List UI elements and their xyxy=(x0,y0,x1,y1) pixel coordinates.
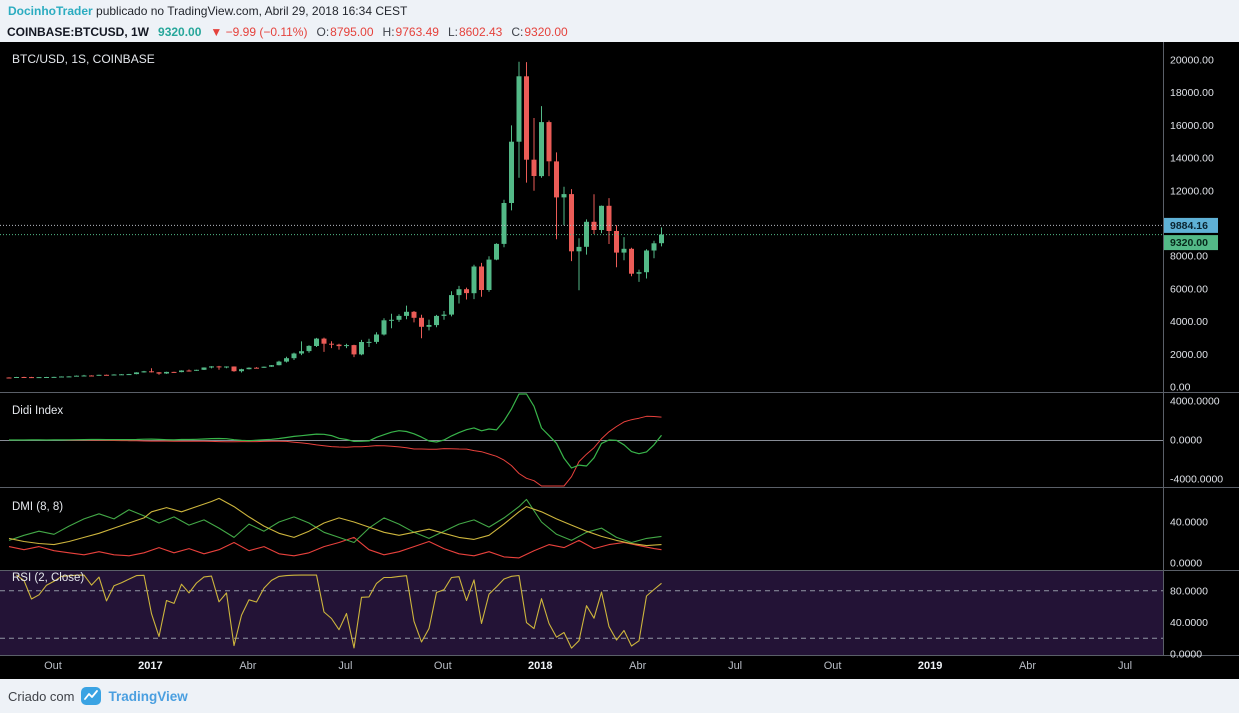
svg-text:40.0000: 40.0000 xyxy=(1170,517,1208,529)
chart-area[interactable]: 20000.00 18000.00 16000.00 14000.00 12000.00… xyxy=(0,42,1239,679)
svg-text:Out: Out xyxy=(434,660,452,672)
didi-green-line xyxy=(9,393,662,469)
didi-red-line xyxy=(9,415,662,487)
svg-text:0.0000: 0.0000 xyxy=(1170,558,1202,570)
open-value: O:8795.00 xyxy=(316,25,374,39)
svg-text:0.0000: 0.0000 xyxy=(1170,435,1202,447)
svg-text:0.00: 0.00 xyxy=(1170,382,1191,394)
attribution-text: publicado no TradingView.com, Abril 29, … xyxy=(92,4,408,18)
direction-arrow-icon: ▼ xyxy=(210,25,223,39)
low-value: L:8602.43 xyxy=(447,25,503,39)
svg-text:Jul: Jul xyxy=(1118,660,1132,672)
attribution-bar: DocinhoTrader publicado no TradingView.c… xyxy=(0,0,1239,22)
rsi-line xyxy=(16,574,662,649)
svg-text:2000.00: 2000.00 xyxy=(1170,349,1208,361)
tradingview-logo-icon[interactable] xyxy=(81,686,102,706)
pane-title-dmi: DMI (8, 8) xyxy=(12,501,64,513)
svg-text:2019: 2019 xyxy=(918,660,942,672)
svg-text:2017: 2017 xyxy=(138,660,162,672)
svg-text:Abr: Abr xyxy=(629,660,646,672)
svg-text:6000.00: 6000.00 xyxy=(1170,283,1208,295)
svg-text:0.0000: 0.0000 xyxy=(1170,649,1202,661)
chart-canvas[interactable]: 20000.00 18000.00 16000.00 14000.00 12000.00… xyxy=(0,42,1239,679)
high-value: H:9763.49 xyxy=(382,25,439,39)
svg-text:4000.00: 4000.00 xyxy=(1170,316,1208,328)
dmi-minus-di-line xyxy=(8,536,662,559)
price-axis-label xyxy=(1164,235,1218,251)
symbol-title[interactable]: COINBASE:BTCUSD, 1W xyxy=(7,25,150,39)
dmi-adx-line xyxy=(8,497,662,547)
svg-text:8000.00: 8000.00 xyxy=(1170,251,1208,263)
symbol-info-bar: COINBASE:BTCUSD, 1W 9320.00 ▼ −9.99 (−0.… xyxy=(0,22,1239,42)
candles xyxy=(6,61,664,379)
svg-text:Out: Out xyxy=(44,660,62,672)
created-with-text: Criado com xyxy=(8,688,75,704)
footer-bar: Criado com TradingView xyxy=(0,679,1239,713)
pane-title-price: BTC/USD, 1S, COINBASE xyxy=(12,52,155,66)
svg-text:4000.0000: 4000.0000 xyxy=(1170,396,1220,408)
svg-text:9320.00: 9320.00 xyxy=(1170,237,1208,249)
rsi-band-background xyxy=(0,571,1163,655)
svg-text:12000.00: 12000.00 xyxy=(1170,185,1214,197)
svg-text:9884.16: 9884.16 xyxy=(1170,220,1208,232)
pane-title-didi-index: Didi Index xyxy=(12,405,64,417)
price-change: ▼ −9.99 (−0.11%) xyxy=(210,25,307,39)
time-axis[interactable]: Out 2017 Abr Jul Out 2018 Abr Jul Out 2019 Abr Jul xyxy=(44,660,1132,672)
svg-text:Jul: Jul xyxy=(728,660,742,672)
change-value: −9.99 (−0.11%) xyxy=(225,25,308,39)
svg-text:14000.00: 14000.00 xyxy=(1170,153,1214,165)
svg-text:20000.00: 20000.00 xyxy=(1170,55,1214,67)
dmi-plus-di-line xyxy=(8,498,662,544)
svg-text:Jul: Jul xyxy=(338,660,352,672)
svg-text:18000.00: 18000.00 xyxy=(1170,87,1214,99)
price-axis[interactable]: 20000.00 18000.00 16000.00 14000.00 12000.00… xyxy=(1164,55,1223,661)
svg-text:Out: Out xyxy=(824,660,842,672)
svg-text:-4000.0000: -4000.0000 xyxy=(1170,474,1223,486)
last-price: 9320.00 xyxy=(158,25,202,39)
tradingview-brand-link[interactable]: TradingView xyxy=(108,688,188,704)
svg-text:80.0000: 80.0000 xyxy=(1170,585,1208,597)
svg-text:Abr: Abr xyxy=(239,660,256,672)
svg-text:Abr: Abr xyxy=(1019,660,1036,672)
svg-text:16000.00: 16000.00 xyxy=(1170,120,1214,132)
svg-text:40.0000: 40.0000 xyxy=(1170,617,1208,629)
close-value: C:9320.00 xyxy=(511,25,568,39)
pane-title-rsi: RSI (2, Close) xyxy=(12,572,85,584)
svg-text:2018: 2018 xyxy=(528,660,552,672)
author-link[interactable]: DocinhoTrader xyxy=(8,4,93,18)
price-axis-label xyxy=(1164,217,1218,233)
